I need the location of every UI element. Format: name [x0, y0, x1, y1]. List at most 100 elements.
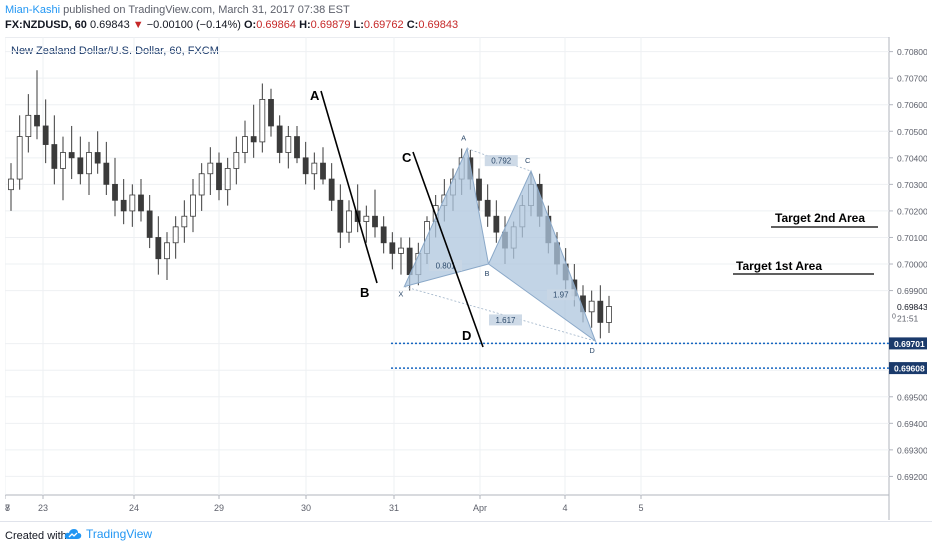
candle-body [120, 199, 127, 212]
publish-text: published on TradingView.com, March 31, … [60, 4, 350, 16]
candle-body [155, 237, 162, 260]
candle-body [60, 152, 66, 169]
level-price-badge [889, 337, 927, 350]
candle-body [259, 99, 266, 143]
candle-body [311, 162, 318, 175]
pattern-ratio-label: 0.801 [436, 262, 457, 271]
symbol-label[interactable]: FX:NZDUSD, 60 [5, 19, 87, 31]
chart-header: Mian-Kashi published on TradingView.com,… [0, 0, 932, 34]
x-tick-label: 5 [638, 503, 643, 513]
price-chart[interactable]: New Zealand Dollar/U.S. Dollar, 60, FXCM… [0, 36, 928, 520]
y-tick-label: 0.70100 [897, 233, 927, 243]
chart-title: New Zealand Dollar/U.S. Dollar, 60, FXCM [11, 45, 219, 57]
wave-label: B [360, 285, 369, 300]
candle-body [294, 136, 300, 159]
pattern-point-label: B [485, 269, 490, 278]
high-value: 0.69879 [310, 19, 351, 31]
candle-body [268, 99, 274, 127]
last-price: 0.69843 [89, 19, 130, 31]
candle-body [389, 242, 396, 254]
open-value: 0.69864 [256, 19, 296, 31]
candle-body [138, 194, 144, 212]
pattern-ratio-label: 1.97 [553, 291, 569, 300]
x-tick-label: 30 [301, 503, 311, 513]
candle-body [328, 178, 335, 201]
x-tick-label: 27 [5, 503, 10, 513]
x-tick-label: 28 [5, 503, 10, 513]
x-tick-label: 4 [562, 503, 567, 513]
candle-body [112, 183, 118, 201]
pattern-point-label: D [589, 346, 595, 355]
ohlc-legend: FX:NZDUSD, 60 0.69843 ▼ −0.00100 (−0.14%… [5, 19, 458, 31]
price-marker-label: 0 [892, 313, 896, 320]
y-tick-label: 0.70000 [897, 260, 927, 270]
candle-body [190, 194, 196, 217]
y-tick-label: 0.69200 [897, 472, 927, 482]
high-label: H: [299, 19, 311, 31]
chart-area[interactable]: New Zealand Dollar/U.S. Dollar, 60, FXCM… [0, 36, 928, 520]
level-price-label: 0.69608 [894, 364, 925, 374]
y-tick-label: 0.69300 [897, 445, 927, 455]
tradingview-brand[interactable]: TradingView [64, 527, 152, 541]
candle-body [172, 226, 179, 244]
countdown-label: 21:51 [897, 313, 919, 323]
wave-label: C [402, 150, 412, 165]
candle-body [285, 136, 292, 153]
author-link[interactable]: Mian-Kashi [5, 4, 61, 16]
candle-body [181, 215, 188, 228]
candle-body [242, 136, 248, 153]
candle-body [337, 199, 344, 233]
wave-label: A [310, 88, 320, 103]
y-tick-label: 0.70700 [897, 74, 927, 84]
candle-body [346, 210, 352, 233]
candle-body [380, 226, 387, 244]
candle-body [250, 136, 257, 143]
candle-body [129, 194, 136, 212]
y-tick-label: 0.70400 [897, 153, 927, 163]
candle-body [8, 178, 14, 191]
candle-body [224, 168, 231, 191]
wave-label: D [462, 328, 471, 343]
candle-body [276, 125, 283, 153]
y-tick-label: 0.69900 [897, 286, 927, 296]
open-label: O: [244, 19, 257, 31]
created-with-label: Created with [5, 530, 67, 542]
low-value: 0.69762 [363, 19, 404, 31]
close-label: C: [406, 19, 419, 31]
pattern-xd-line [404, 286, 596, 342]
pattern-ratio-badge [546, 289, 575, 301]
chart-background [5, 37, 927, 520]
y-tick-label: 0.70500 [897, 127, 927, 137]
candle-body [77, 157, 84, 175]
low-label: L: [353, 19, 364, 31]
candle-body [86, 152, 92, 175]
candle-body [34, 114, 40, 127]
target-area-label: Target 1st Area [736, 259, 822, 273]
y-tick-label: 0.70300 [897, 180, 927, 190]
level-price-badge [889, 362, 927, 375]
candle-body [476, 178, 482, 201]
tradingview-cloud-icon [64, 529, 82, 539]
candle-body [597, 300, 604, 323]
y-tick-label: 0.70200 [897, 206, 927, 216]
trend-line-ab [320, 90, 378, 284]
candle-body [16, 136, 23, 180]
brand-name: TradingView [86, 527, 153, 541]
trend-line-cd [412, 151, 484, 348]
candle-body [606, 306, 612, 323]
x-tick-label: 31 [389, 503, 399, 513]
pattern-ratio-badge [489, 314, 522, 326]
close-value: 0.69843 [418, 19, 459, 31]
y-tick-label: 0.70600 [897, 100, 927, 110]
publish-info: Mian-Kashi published on TradingView.com,… [5, 4, 350, 16]
candle-body [372, 215, 378, 228]
candle-body [484, 199, 491, 217]
footer: Created with TradingView [0, 521, 932, 551]
x-tick-label: 23 [38, 503, 48, 513]
candle-body [398, 247, 404, 254]
candle-body [302, 157, 309, 175]
x-tick-label: 29 [214, 503, 224, 513]
candle-body [216, 162, 222, 191]
candle-body [493, 215, 500, 233]
level-price-label: 0.69701 [894, 339, 925, 349]
